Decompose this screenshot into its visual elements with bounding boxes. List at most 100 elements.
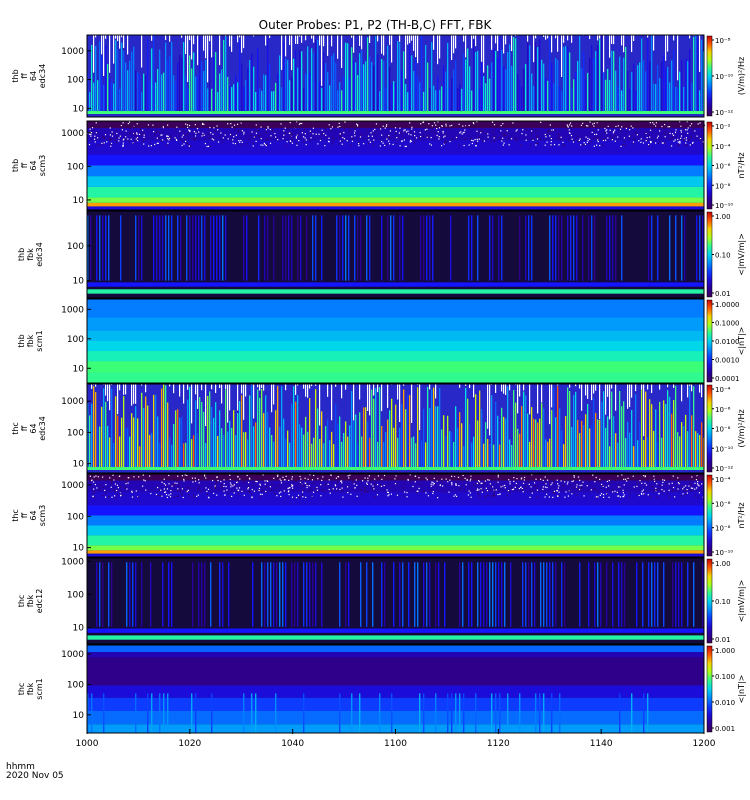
- y-tick-label: 1000: [61, 129, 84, 139]
- colorbar-tick-label: 10⁻⁸: [715, 525, 731, 533]
- y-axis-label: thbff64edc34: [11, 64, 47, 89]
- spectrogram-thc-ff-b4-edc34: [87, 384, 705, 473]
- panel-thb-fbk-scm1: 1000 100 10 thbfbkscm1 1.0000 0.1000 0.0100 0.0…: [17, 298, 746, 384]
- colorbar-tick-label: 0.100: [715, 673, 735, 681]
- y-tick-label: 100: [67, 428, 84, 438]
- colorbar-tick-label: 0.1000: [715, 320, 740, 328]
- colorbar-tick-label: 10⁻¹⁰: [715, 549, 733, 557]
- colorbar: [706, 121, 713, 210]
- y-label-line: thc: [11, 422, 20, 435]
- y-tick-label: 10: [73, 364, 85, 374]
- panel-thb-ff-b4-scm3: 1000 100 10 thbff64scm3 10⁻² 10⁻⁴ 10⁻⁶ 10⁻⁸ 10⁻¹…: [11, 120, 746, 211]
- y-label-line: scm3: [38, 155, 47, 176]
- y-label-line: scm1: [35, 678, 44, 699]
- colorbar-unit: <|mV/m|>: [737, 233, 746, 276]
- colorbar-tick-label: 0.10: [715, 252, 731, 260]
- y-label-line: 64: [29, 510, 38, 520]
- y-tick-label: 10: [73, 277, 85, 287]
- colorbar-unit: nT²/Hz: [737, 502, 746, 528]
- colorbar-tick-label: 10⁻¹²: [715, 465, 733, 473]
- y-label-line: fbk: [26, 594, 35, 607]
- y-tick-label: 10: [73, 623, 85, 633]
- y-axis-label: thcff64scm3: [11, 505, 47, 526]
- colorbar-tick-label: 10⁻⁴: [715, 386, 731, 394]
- y-axis-label: thcfbkedc12: [17, 589, 44, 614]
- y-label-line: edc34: [38, 64, 47, 89]
- panel-frame: [86, 210, 705, 299]
- y-tick-label: 1000: [61, 557, 84, 567]
- panel-thc-fbk-scm1: 1000 100 10 thcfbkscm1 1.000 0.100 0.010 0.001 <…: [17, 644, 746, 734]
- y-tick-label: 10: [73, 711, 85, 721]
- y-label-line: 64: [29, 423, 38, 433]
- panel-thc-ff-b4-scm3: 1000 100 10 thcff64scm3 10⁻⁴ 10⁻⁶ 10⁻⁸ 10⁻¹⁰ nT²…: [11, 473, 746, 558]
- spectrogram-thb-fbk-scm1: [87, 299, 704, 383]
- panel-thc-ff-b4-edc34: 1000 100 10 thcff64edc34 10⁻⁴ 10⁻⁶ 10⁻⁸ 10⁻¹⁰ 10…: [11, 383, 746, 474]
- spectrogram-thc-fbk-scm1: [87, 645, 704, 733]
- colorbar-tick-label: 1.000: [715, 647, 735, 655]
- colorbar-tick-label: 0.01: [715, 636, 731, 644]
- y-tick-label: 10: [73, 460, 85, 470]
- colorbar-tick-label: 10⁻²: [715, 123, 731, 131]
- date-label: 2020 Nov 05: [6, 771, 64, 781]
- y-axis-label: thbff64scm3: [11, 155, 47, 176]
- spectrogram-thb-ff-b4-edc34: [87, 35, 705, 117]
- y-tick-label: 1000: [61, 481, 84, 491]
- y-tick-label: 1000: [61, 397, 84, 407]
- colorbar-tick-label: 10⁻⁸: [715, 426, 731, 434]
- colorbar: [706, 35, 713, 117]
- x-axis: 1000 1020 1040 1100 1120 1140 1200: [76, 729, 716, 749]
- y-label-line: ff: [20, 73, 29, 79]
- colorbar: [706, 384, 713, 473]
- panel-frame: [86, 557, 705, 645]
- y-tick-label: 100: [67, 162, 84, 172]
- y-tick-label: 100: [67, 590, 84, 600]
- y-label-line: fbk: [26, 682, 35, 695]
- colorbar-tick-label: 1.0000: [715, 301, 740, 309]
- x-tick-label: 1020: [178, 739, 201, 749]
- colorbar-unit: (V/m)²/Hz: [737, 409, 746, 447]
- colorbar-tick-label: 0.0010: [715, 357, 740, 365]
- y-label-line: thb: [17, 334, 26, 347]
- y-axis-label: thbfbkscm1: [17, 330, 44, 351]
- y-label-line: fbk: [26, 334, 35, 347]
- y-tick-label: 100: [67, 335, 84, 345]
- colorbar-tick-label: 10⁻¹⁰: [715, 202, 733, 210]
- y-label-line: thb: [17, 248, 26, 261]
- colorbar: [706, 558, 713, 644]
- y-label-line: ff: [20, 162, 29, 168]
- colorbar-unit: (V/m)²/Hz: [737, 57, 746, 95]
- y-label-line: edc12: [35, 589, 44, 614]
- colorbar: [706, 474, 713, 557]
- panel-frame: [86, 34, 705, 118]
- y-axis-label: thbfbkedc34: [17, 242, 44, 267]
- y-tick-label: 10: [73, 196, 85, 206]
- y-label-line: thb: [11, 69, 20, 82]
- colorbar-unit: nT²/Hz: [737, 152, 746, 178]
- x-tick-label: 1100: [384, 739, 407, 749]
- y-tick-label: 100: [67, 76, 84, 86]
- x-tick-label: 1040: [281, 739, 304, 749]
- colorbar: [706, 211, 713, 298]
- x-tick-label: 1000: [76, 739, 99, 749]
- time-axis-legend: hhmm 2020 Nov 05: [6, 763, 64, 781]
- panel-frame: [86, 120, 705, 211]
- y-label-line: edc34: [38, 416, 47, 441]
- colorbar-tick-label: 0.0001: [715, 375, 740, 383]
- panel-thb-fbk-edc34: 100 10 thbfbkedc34 1.00 0.10 0.01 <|mV/m|>: [17, 210, 746, 299]
- spectrogram-thb-ff-b4-scm3: [87, 121, 706, 210]
- y-tick-label: 1000: [61, 650, 84, 660]
- colorbar-tick-label: 10⁻⁸: [715, 182, 731, 190]
- y-tick-label: 100: [67, 242, 84, 252]
- y-tick-label: 1000: [61, 47, 84, 57]
- y-label-line: ff: [20, 425, 29, 431]
- spectrogram-thb-fbk-edc34: [87, 211, 704, 298]
- colorbar-tick-label: 10⁻⁸: [715, 37, 731, 45]
- colorbar-tick-label: 1.00: [715, 560, 731, 568]
- panel-frame: [86, 383, 705, 474]
- y-label-line: 64: [29, 160, 38, 170]
- colorbar: [706, 299, 713, 383]
- panel-thc-fbk-edc12: 1000 100 10 thcfbkedc12 1.00 0.10 0.01 <|mV/m|>: [17, 557, 746, 645]
- colorbar-tick-label: 0.010: [715, 699, 735, 707]
- colorbar-tick-label: 0.0100: [715, 338, 740, 346]
